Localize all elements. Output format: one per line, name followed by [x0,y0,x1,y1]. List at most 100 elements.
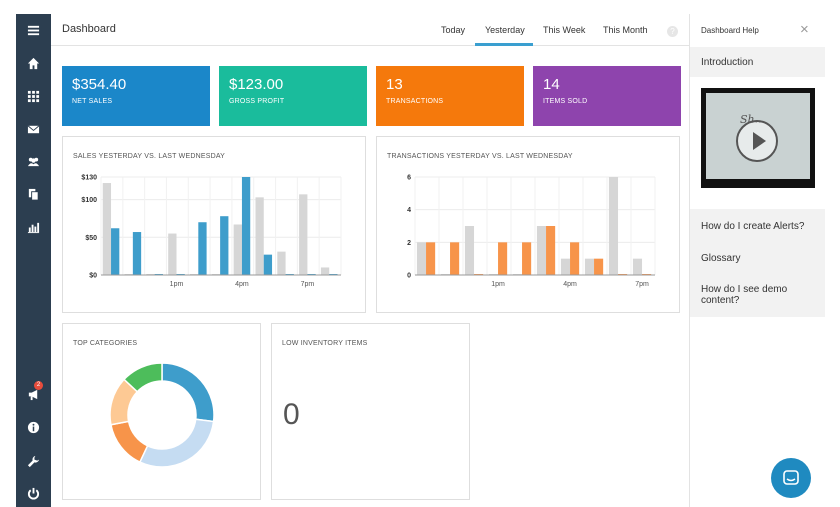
x-tick-label: 1pm [170,281,184,288]
bar[interactable] [220,216,229,275]
bar[interactable] [416,242,427,275]
bar[interactable] [608,177,619,275]
kpi-label: ITEMS SOLD [543,98,588,105]
home-icon[interactable] [16,53,51,73]
mail-icon[interactable] [16,119,51,139]
categories-donut-chart [109,362,215,468]
bar[interactable] [450,242,460,275]
bar[interactable] [426,242,436,275]
kpi-label: GROSS PROFIT [229,98,285,105]
y-tick-label: $100 [81,197,97,204]
menu-icon[interactable] [16,20,51,40]
bar[interactable] [168,233,177,275]
kpi-value: 14 [543,76,560,93]
info-icon[interactable] [16,417,51,437]
x-tick-label: 7pm [635,281,649,288]
x-tick-label: 7pm [301,281,315,288]
tab-this-week[interactable]: This Week [543,25,586,35]
bar[interactable] [594,258,604,275]
close-icon[interactable]: × [800,21,809,38]
kpi-items-sold[interactable]: 14 ITEMS SOLD [533,66,681,126]
page-title: Dashboard [62,23,116,35]
help-icon[interactable]: ? [667,26,678,37]
sales-chart-panel: SALES YESTERDAY VS. LAST WEDNESDAY $0 $50… [62,136,366,313]
panel-title: TOP CATEGORIES [73,340,138,347]
top-bar: Dashboard Today Yesterday This Week This… [51,14,689,46]
bar[interactable] [233,224,242,275]
power-icon[interactable] [16,483,51,503]
panel-title: SALES YESTERDAY VS. LAST WEDNESDAY [73,153,226,160]
help-header: Dashboard Help × [690,14,825,46]
active-tab-indicator [475,43,533,46]
kpi-label: TRANSACTIONS [386,98,444,105]
y-tick-label: $50 [85,235,97,242]
panel-title: TRANSACTIONS YESTERDAY VS. LAST WEDNESDA… [387,153,573,160]
bar[interactable] [560,258,571,275]
kpi-label: NET SALES [72,98,113,105]
y-tick-label: 6 [407,175,411,182]
bar[interactable] [299,194,308,275]
panel-title: LOW INVENTORY ITEMS [282,340,368,347]
documents-icon[interactable] [16,184,51,204]
bar[interactable] [522,242,532,275]
y-tick-label: 4 [407,207,411,214]
bar[interactable] [102,183,112,275]
kpi-value: $123.00 [229,76,284,93]
bar[interactable] [263,254,273,275]
bar[interactable] [570,242,580,275]
bar[interactable] [198,222,207,275]
wrench-icon[interactable] [16,451,51,471]
y-tick-label: 2 [407,240,411,247]
bar[interactable] [111,228,120,275]
help-link-demo[interactable]: How do I see demo content? [701,284,788,306]
x-tick-label: 4pm [563,281,577,288]
donut-slice[interactable] [138,418,215,468]
megaphone-icon[interactable]: 2 [16,381,51,404]
kpi-value: 13 [386,76,403,93]
bar[interactable] [536,226,547,275]
bar-chart-icon[interactable] [16,217,51,237]
y-tick-label: 0 [407,273,411,280]
kpi-value: $354.40 [72,76,127,93]
tab-yesterday[interactable]: Yesterday [485,25,525,35]
bar[interactable] [277,251,286,275]
help-link-glossary[interactable]: Glossary [701,253,741,264]
bar[interactable] [255,197,264,275]
y-tick-label: $0 [89,273,97,280]
low-inventory-count: 0 [283,398,300,431]
tab-today[interactable]: Today [441,25,466,35]
bar[interactable] [498,242,508,275]
help-link-alerts[interactable]: How do I create Alerts? [701,221,805,232]
notification-badge: 2 [34,381,43,390]
sales-bar-chart: $0 $50 $100 $130 1pm 4pm 7pm [81,175,342,288]
help-title: Dashboard Help [701,26,759,35]
bar[interactable] [132,232,142,275]
donut-slice[interactable] [161,362,215,423]
sidebar: 2 [16,14,51,507]
grid-icon[interactable] [16,86,51,106]
transactions-chart-panel: TRANSACTIONS YESTERDAY VS. LAST WEDNESDA… [376,136,680,313]
kpi-gross-profit[interactable]: $123.00 GROSS PROFIT [219,66,367,126]
bar[interactable] [464,226,475,275]
help-intro-label: Introduction [701,57,754,68]
tab-this-month[interactable]: This Month [603,25,648,35]
help-questions-section: How do I create Alerts? Glossary How do … [690,209,825,317]
x-tick-label: 4pm [235,281,249,288]
bar[interactable] [320,267,330,275]
bar[interactable] [584,258,595,275]
help-panel: Dashboard Help × Introduction Sh... How … [689,14,825,507]
kpi-net-sales[interactable]: $354.40 NET SALES [62,66,210,126]
intro-video[interactable]: Sh... [701,88,815,188]
y-tick-label: $130 [81,175,97,182]
bar[interactable] [546,226,556,275]
bar[interactable] [241,177,251,275]
chat-button[interactable] [771,458,811,498]
play-icon[interactable] [736,120,778,162]
bar[interactable] [632,258,643,275]
help-intro-section: Introduction [690,47,825,77]
kpi-transactions[interactable]: 13 TRANSACTIONS [376,66,524,126]
users-icon[interactable] [16,151,51,171]
donut-slice[interactable] [110,420,149,464]
donut-slice[interactable] [123,362,163,393]
